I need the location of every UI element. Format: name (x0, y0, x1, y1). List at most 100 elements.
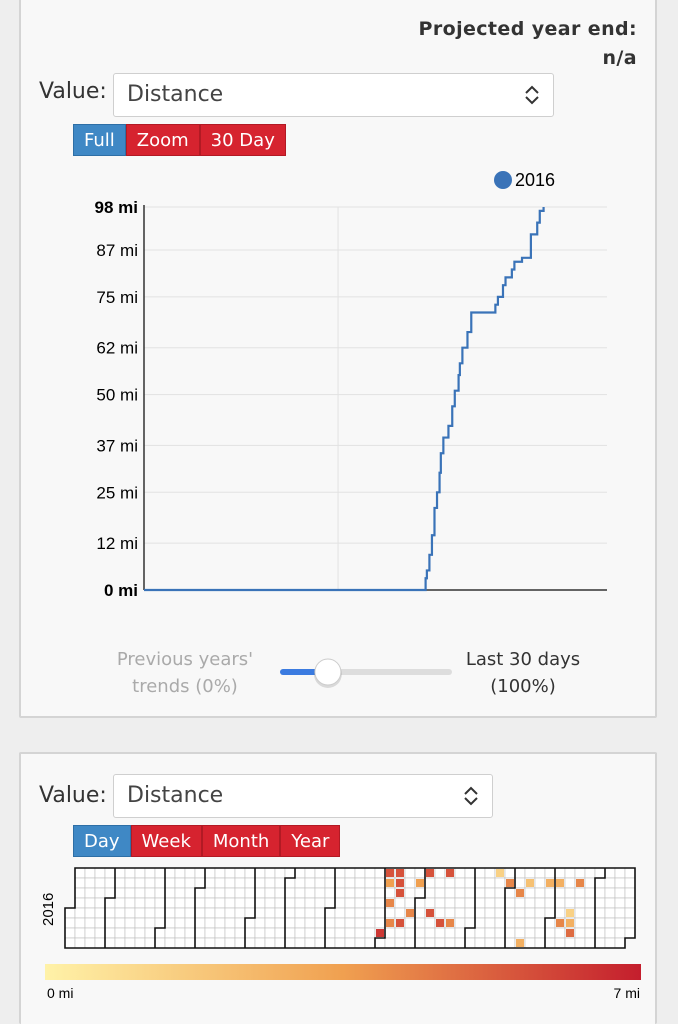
day-cell (434, 867, 446, 879)
active-day-cell[interactable] (396, 869, 404, 877)
day-cell (244, 907, 256, 919)
day-cell (144, 877, 156, 889)
day-cell (294, 907, 306, 919)
active-day-cell[interactable] (576, 879, 584, 887)
series-line-2016 (144, 207, 545, 592)
heatmap-value-select[interactable]: Distance (113, 774, 493, 818)
day-cell (254, 937, 266, 949)
day-cell (364, 917, 376, 929)
day-cell (84, 917, 96, 929)
day-cell (534, 867, 546, 879)
day-cell (554, 887, 566, 899)
active-day-cell[interactable] (566, 909, 574, 917)
active-day-cell[interactable] (446, 869, 454, 877)
active-day-cell[interactable] (556, 919, 564, 927)
day-cell (524, 897, 536, 909)
active-day-cell[interactable] (526, 879, 534, 887)
day-cell (464, 877, 476, 889)
active-day-cell[interactable] (386, 869, 394, 877)
active-day-cell[interactable] (556, 879, 564, 887)
day-cell (604, 927, 616, 939)
day-cell (574, 937, 586, 949)
active-day-cell[interactable] (516, 939, 524, 947)
day-cell (354, 917, 366, 929)
day-cell (314, 867, 326, 879)
active-day-cell[interactable] (426, 909, 434, 917)
day-cell (354, 877, 366, 889)
day-cell (544, 937, 556, 949)
trend-slider[interactable] (277, 658, 467, 698)
active-day-cell[interactable] (566, 919, 574, 927)
active-day-cell[interactable] (386, 919, 394, 927)
day-cell (614, 877, 626, 889)
active-day-cell[interactable] (516, 889, 524, 897)
day-cell (94, 927, 106, 939)
day-cell (104, 867, 116, 879)
day-cell (164, 887, 176, 899)
day-cell (544, 907, 556, 919)
day-cell (114, 877, 126, 889)
active-day-cell[interactable] (406, 909, 414, 917)
day-cell (284, 867, 296, 879)
day-cell (174, 867, 186, 879)
day-cell (524, 887, 536, 899)
day-cell (114, 927, 126, 939)
active-day-cell[interactable] (396, 879, 404, 887)
range-30-day-button[interactable]: 30 Day (199, 124, 286, 156)
active-day-cell[interactable] (446, 919, 454, 927)
day-cell (544, 867, 556, 879)
active-day-cell[interactable] (566, 929, 574, 937)
active-day-cell[interactable] (376, 929, 384, 937)
day-cell (64, 937, 76, 949)
day-cell (384, 907, 396, 919)
active-day-cell[interactable] (506, 879, 514, 887)
day-cell (254, 887, 266, 899)
value-select[interactable]: Distance (113, 73, 554, 117)
active-day-cell[interactable] (396, 889, 404, 897)
period-button-group: Day Week Month Year (73, 825, 341, 857)
day-cell (404, 917, 416, 929)
day-cell (564, 887, 576, 899)
day-cell (164, 877, 176, 889)
range-zoom-button[interactable]: Zoom (125, 124, 200, 156)
day-cell (494, 917, 506, 929)
period-year-button[interactable]: Year (280, 825, 341, 857)
day-cell (104, 927, 116, 939)
day-cell (624, 917, 636, 929)
day-cell (424, 937, 436, 949)
day-cell (124, 927, 136, 939)
day-cell (564, 937, 576, 949)
day-cell (324, 877, 336, 889)
active-day-cell[interactable] (396, 919, 404, 927)
day-cell (484, 887, 496, 899)
day-cell (434, 937, 446, 949)
day-cell (204, 877, 216, 889)
day-cell (454, 867, 466, 879)
day-cell (364, 877, 376, 889)
active-day-cell[interactable] (386, 879, 394, 887)
day-cell (84, 867, 96, 879)
active-day-cell[interactable] (426, 869, 434, 877)
month-boundary (504, 868, 516, 948)
period-month-button[interactable]: Month (201, 825, 281, 857)
day-cell (574, 867, 586, 879)
day-cell (344, 887, 356, 899)
period-day-button[interactable]: Day (73, 825, 131, 857)
day-cell (544, 897, 556, 909)
day-cell (444, 907, 456, 919)
active-day-cell[interactable] (436, 919, 444, 927)
active-day-cell[interactable] (496, 869, 504, 877)
period-week-button[interactable]: Week (130, 825, 202, 857)
value-label: Value: (39, 79, 107, 104)
day-cell (264, 917, 276, 929)
day-cell (194, 867, 206, 879)
day-cell (604, 877, 616, 889)
slider-handle[interactable] (314, 658, 342, 686)
month-boundary (544, 868, 556, 948)
day-cell (274, 877, 286, 889)
range-full-button[interactable]: Full (73, 124, 126, 156)
active-day-cell[interactable] (416, 879, 424, 887)
day-cell (104, 887, 116, 899)
active-day-cell[interactable] (546, 879, 554, 887)
active-day-cell[interactable] (386, 899, 394, 907)
